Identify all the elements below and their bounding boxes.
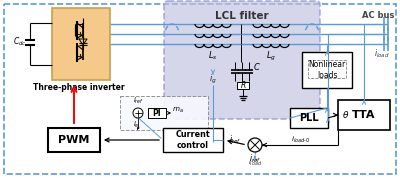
Text: $i_g$: $i_g$ — [209, 72, 217, 86]
Text: $i_{load\text{-}0}$: $i_{load\text{-}0}$ — [291, 135, 311, 145]
Text: $i_{ref}$: $i_{ref}$ — [229, 134, 241, 146]
Text: PI: PI — [153, 109, 161, 117]
Text: LCL filter: LCL filter — [215, 11, 269, 21]
Bar — [148, 108, 166, 118]
Circle shape — [248, 138, 262, 152]
Text: $i_{ref}$: $i_{ref}$ — [132, 96, 144, 106]
Text: PLL: PLL — [299, 113, 319, 123]
Text: TTA: TTA — [352, 110, 376, 120]
Text: Three-phase inverter: Three-phase inverter — [33, 83, 125, 93]
Text: $i_e$: $i_e$ — [133, 120, 139, 130]
Text: $L_g$: $L_g$ — [266, 49, 276, 62]
Text: $\it{i}_{load}$: $\it{i}_{load}$ — [248, 158, 262, 168]
Bar — [120, 96, 208, 130]
Text: PWM: PWM — [58, 135, 90, 145]
Bar — [302, 52, 352, 88]
Text: $\it{i}_{load}$: $\it{i}_{load}$ — [374, 48, 390, 60]
Text: $i_{ref}$: $i_{ref}$ — [249, 153, 261, 165]
Text: $L_s$: $L_s$ — [208, 50, 218, 62]
Bar — [338, 100, 390, 130]
Bar — [52, 8, 110, 80]
Text: $m_a$: $m_a$ — [172, 105, 184, 115]
Text: AC bus: AC bus — [362, 12, 394, 20]
Text: $C_{dc}$: $C_{dc}$ — [13, 36, 27, 48]
FancyBboxPatch shape — [164, 1, 320, 119]
Text: R: R — [240, 81, 246, 90]
Text: $\theta$: $\theta$ — [342, 109, 350, 119]
Bar — [48, 128, 100, 152]
Bar — [290, 108, 328, 128]
Text: Current
control: Current control — [176, 130, 210, 150]
Bar — [163, 128, 223, 152]
Bar — [237, 82, 249, 89]
Text: Nonlinear
loads: Nonlinear loads — [308, 60, 346, 80]
Text: C: C — [254, 62, 260, 72]
Bar — [308, 60, 346, 78]
Circle shape — [133, 108, 143, 118]
